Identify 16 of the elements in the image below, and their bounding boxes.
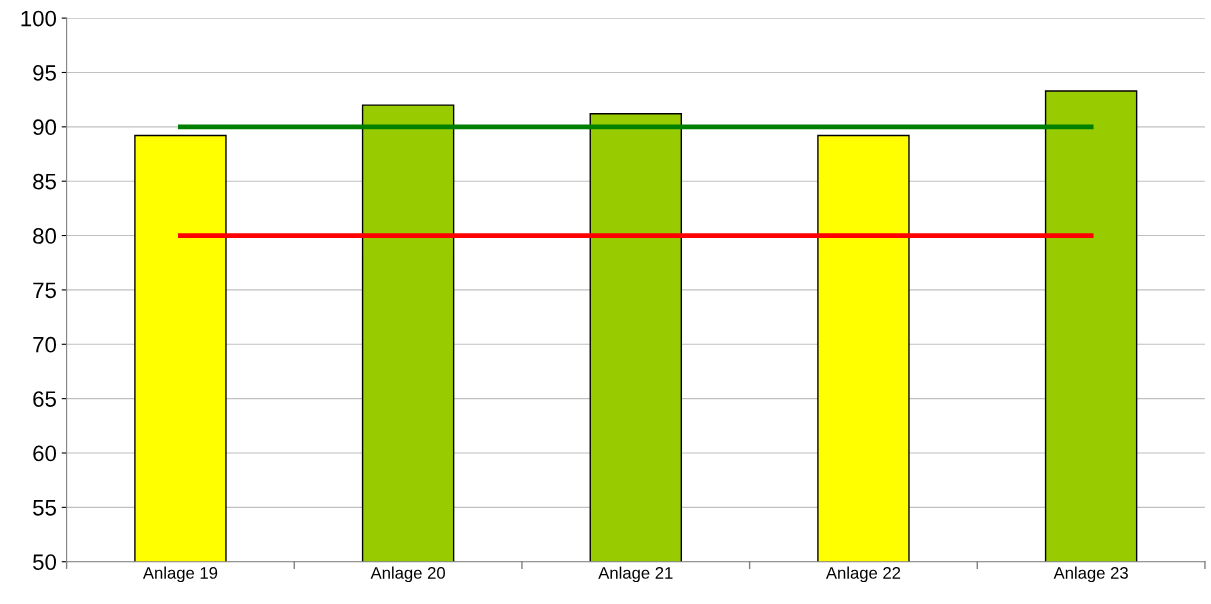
y-tick-label: 95	[33, 65, 56, 81]
x-tick-label: Anlage 20	[370, 566, 445, 583]
x-tick-label: Anlage 19	[142, 566, 218, 583]
y-tick-label: 100	[21, 10, 57, 27]
x-tick-label: Anlage 22	[825, 566, 901, 583]
y-tick-label: 65	[33, 391, 56, 407]
y-tick-label: 80	[33, 228, 57, 244]
y-tick-label: 55	[33, 500, 56, 516]
y-tick-label: 90	[33, 119, 57, 136]
y-tick-label: 50	[33, 554, 57, 570]
x-tick-label: Anlage 23	[1053, 566, 1128, 583]
y-tick-label: 75	[33, 282, 56, 299]
x-tick-label: Anlage 21	[598, 566, 673, 583]
y-tick-label: 70	[33, 336, 57, 353]
y-tick-label: 85	[33, 173, 56, 190]
y-tick-label: 60	[33, 445, 57, 462]
